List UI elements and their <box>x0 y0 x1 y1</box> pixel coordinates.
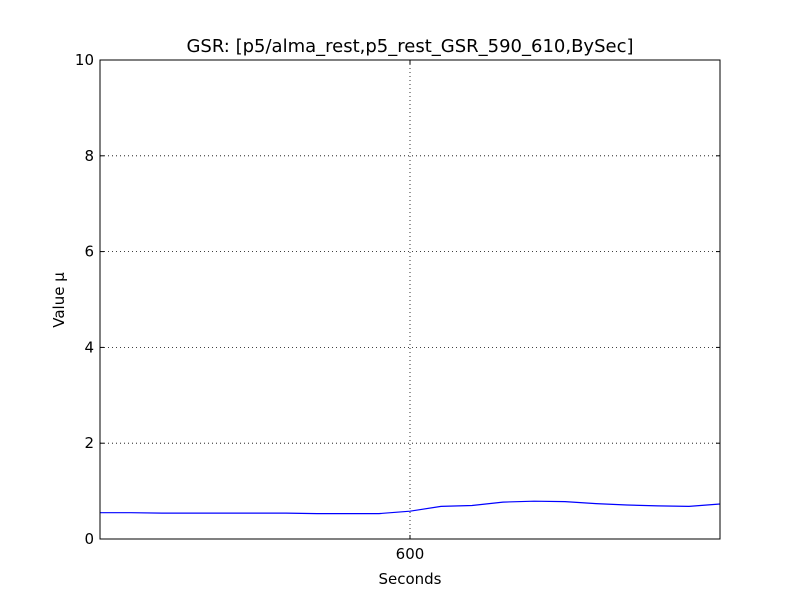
y-tick-label: 6 <box>84 243 94 261</box>
y-tick-label: 4 <box>84 338 94 356</box>
grid-lines <box>100 60 720 539</box>
y-tick-label: 10 <box>75 51 94 69</box>
y-tick-label: 2 <box>84 434 94 452</box>
x-tick-label: 600 <box>396 545 425 563</box>
gsr-series-line <box>100 500 721 515</box>
y-axis-label: Value µ <box>50 272 68 328</box>
y-tick-label: 0 <box>84 530 94 548</box>
chart-title: GSR: [p5/alma_rest,p5_rest_GSR_590_610,B… <box>186 36 633 57</box>
x-axis-label: Seconds <box>378 570 441 588</box>
y-tick-label: 8 <box>84 147 94 165</box>
axis-ticks: 0 2 4 6 8 10 600 <box>75 51 720 563</box>
series-group <box>100 500 721 515</box>
